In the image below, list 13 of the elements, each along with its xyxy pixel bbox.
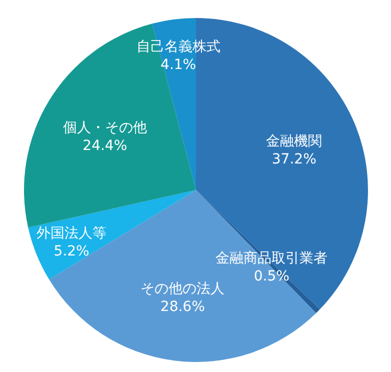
slice-label: その他の法人 xyxy=(140,281,225,297)
slice-label: 金融機関 xyxy=(266,133,322,150)
slice-label: 自己名義株式 xyxy=(136,38,220,55)
data-label: 4.1% xyxy=(160,56,196,73)
data-label: 28.6% xyxy=(160,299,205,316)
data-label: 37.2% xyxy=(272,152,316,168)
data-label: 0.5% xyxy=(254,268,290,285)
slice-label: 外国法人等 xyxy=(36,225,107,242)
pie-slice xyxy=(28,190,196,280)
slice-label: 個人・その他 xyxy=(62,120,147,136)
slice-label: 金融商品取引業者 xyxy=(216,250,328,266)
data-label: 5.2% xyxy=(54,244,90,260)
data-label: 24.4% xyxy=(82,138,128,154)
